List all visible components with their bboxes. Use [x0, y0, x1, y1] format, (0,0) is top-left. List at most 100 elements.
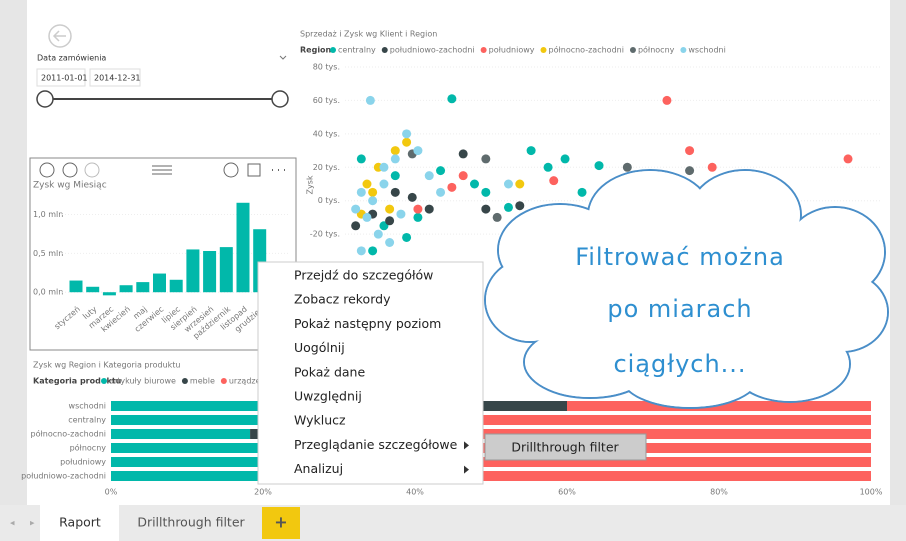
chart-title: Zysk wg Region i Kategoria produktu [33, 361, 181, 370]
menu-item[interactable]: Przeglądanie szczegółowe [294, 437, 458, 452]
bar-segment [475, 457, 871, 467]
bar [136, 282, 150, 293]
x-tick-label: 40% [406, 488, 424, 497]
bar-segment [468, 471, 871, 481]
tab-label: Raport [59, 515, 101, 530]
point [356, 154, 366, 164]
legend-dot [680, 47, 687, 53]
menu-item[interactable]: Pokaż dane [294, 364, 365, 379]
point [390, 187, 400, 197]
menu-item[interactable]: Analizuj [294, 461, 343, 476]
callout: Filtrować można po miarach ciągłych... [484, 169, 889, 409]
point [351, 204, 361, 214]
bar [153, 273, 166, 293]
submenu-item[interactable] [484, 433, 647, 461]
x-tick-label: 100% [860, 488, 883, 497]
point [447, 182, 457, 192]
tab-label: + [274, 513, 287, 532]
legend-label: północno-zachodni [549, 45, 624, 55]
y-tick-label: południowy [60, 458, 106, 467]
point [396, 209, 406, 219]
slider-handle[interactable] [271, 90, 289, 108]
point [470, 179, 480, 189]
y-tick-label: 1,0 mln [33, 210, 63, 219]
point [356, 246, 366, 256]
y-tick-label: 0 tys. [318, 196, 340, 205]
legend-dot [220, 378, 227, 384]
back-arrow [52, 30, 66, 42]
legend-label: północny [638, 45, 675, 55]
scroll-left[interactable]: ◂ [10, 519, 15, 529]
bar [86, 286, 100, 293]
menu-item[interactable]: Pokaż następny poziom [294, 316, 441, 331]
legend-title: Kategoria produktu [33, 377, 122, 386]
point [413, 146, 423, 156]
menu-box [257, 261, 484, 485]
tab-bar [0, 505, 906, 541]
point [407, 192, 417, 202]
tab[interactable] [40, 505, 119, 541]
callout-text: ciągłych... [613, 350, 746, 378]
point [685, 166, 695, 176]
legend-label: wschodni [688, 46, 725, 55]
slider-handle[interactable] [36, 90, 54, 108]
y-tick-label: 80 tys. [313, 63, 340, 72]
point [390, 171, 400, 181]
legend-dot [540, 47, 547, 53]
chart-title: Sprzedaż i Zysk wg Klient i Region [300, 30, 437, 39]
point [362, 212, 372, 222]
point [458, 149, 468, 159]
menu-item[interactable]: Zobacz rekordy [294, 292, 391, 307]
point [368, 187, 378, 197]
y-tick-label: południowo-zachodni [21, 472, 106, 481]
bar-segment [475, 415, 871, 425]
y-tick-label: wschodni [69, 402, 106, 411]
bar [102, 292, 116, 296]
scroll-right[interactable]: ▸ [30, 519, 35, 529]
x-tick-label: 0% [105, 488, 118, 497]
point [402, 129, 412, 139]
point [526, 146, 536, 156]
point [390, 154, 400, 164]
point [622, 162, 632, 172]
submenu-arrow [464, 465, 469, 474]
point [413, 204, 423, 214]
point [492, 212, 502, 222]
submenu-arrow [464, 441, 469, 450]
date-box[interactable] [89, 68, 141, 87]
point [549, 176, 559, 186]
menu-item[interactable]: Uwzględnij [294, 389, 362, 404]
chart-title: Zysk wg Miesiąc [33, 181, 107, 191]
point [424, 171, 434, 181]
point [436, 166, 446, 176]
point [481, 154, 491, 164]
menu-item[interactable]: Wyklucz [294, 413, 346, 428]
back-button[interactable] [48, 24, 72, 48]
point [379, 179, 389, 189]
tab-label: Drillthrough filter [137, 515, 245, 530]
point [385, 216, 395, 226]
menu-item[interactable]: Przejdź do szczegółów [294, 268, 433, 283]
chevron[interactable] [279, 55, 287, 60]
point [362, 179, 372, 189]
bar [236, 202, 250, 293]
point [515, 201, 525, 211]
legend-label: południowy [489, 46, 535, 55]
point [662, 95, 672, 105]
menu-item[interactable]: Uogólnij [294, 340, 345, 355]
date-box[interactable] [36, 68, 86, 87]
point [481, 204, 491, 214]
point [543, 162, 553, 172]
bar [119, 285, 133, 293]
submenu-label: Drillthrough filter [511, 440, 619, 455]
legend-dot [330, 47, 336, 53]
x-tick-label: 80% [710, 488, 728, 497]
y-tick-label: północny [70, 443, 107, 453]
point [447, 94, 457, 104]
legend-dot [629, 47, 636, 53]
add-tab[interactable] [262, 507, 300, 539]
end-date: 2014-12-31 [94, 74, 141, 83]
y-tick-label: centralny [68, 416, 106, 425]
bar [186, 249, 200, 293]
